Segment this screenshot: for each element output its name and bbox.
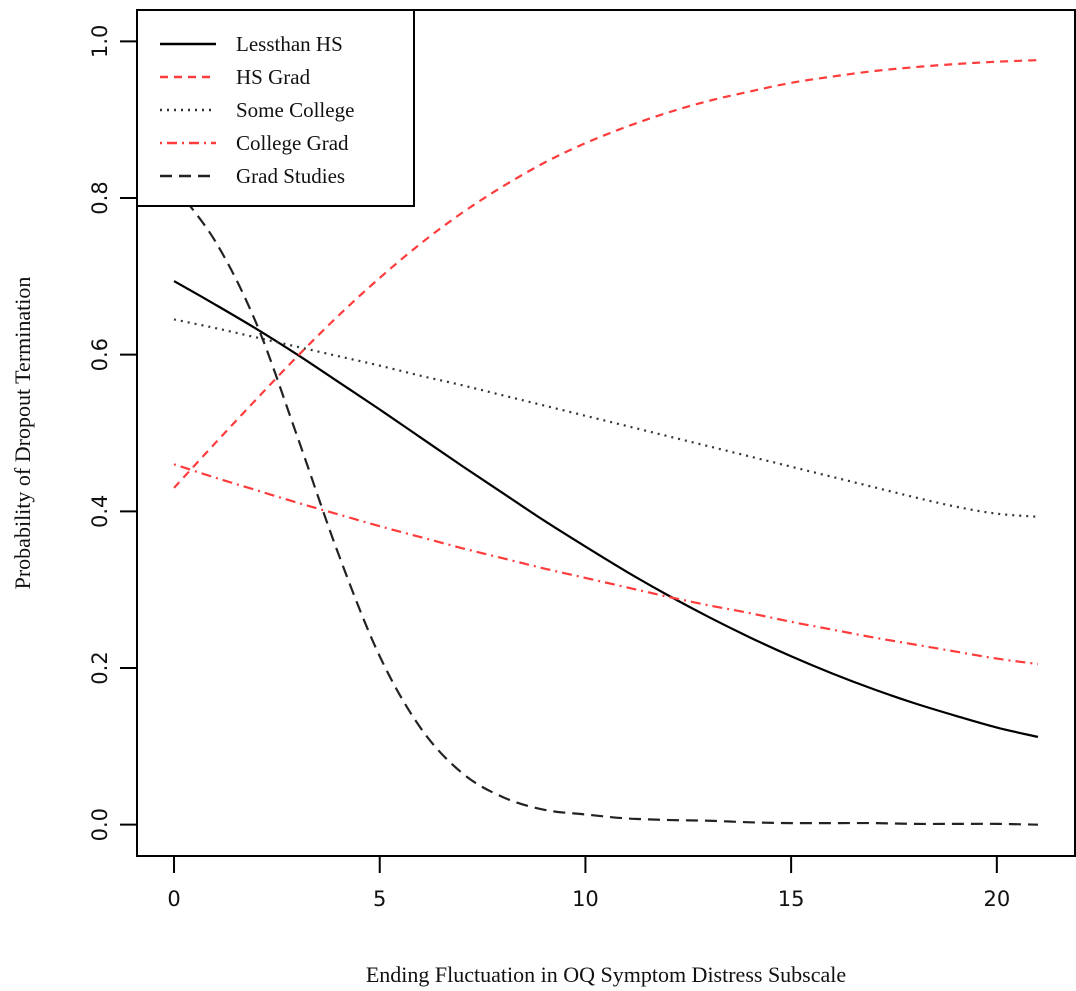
y-tick-label: 0.4 (88, 495, 112, 528)
y-tick-label: 1.0 (88, 25, 112, 58)
x-tick-label: 0 (167, 887, 180, 911)
series-line-lessthan-hs (173, 280, 1039, 739)
legend-label: Grad Studies (236, 164, 345, 188)
x-tick-label: 10 (572, 887, 599, 911)
x-axis-title: Ending Fluctuation in OQ Symptom Distres… (366, 962, 846, 987)
y-tick-label: 0.6 (88, 338, 112, 371)
series-line-college-grad (173, 463, 1039, 666)
legend-label: Some College (236, 98, 354, 122)
series-line-grad-studies (173, 185, 1038, 826)
x-tick-label: 20 (983, 887, 1010, 911)
series-layer (173, 59, 1039, 826)
y-tick-label: 0.2 (88, 651, 112, 684)
x-tick-label: 5 (373, 887, 386, 911)
legend-label: HS Grad (236, 65, 311, 89)
series-line-hs-grad (173, 59, 1039, 489)
legend-label: Lessthan HS (236, 32, 343, 56)
series-line-some-college (173, 318, 1039, 518)
y-tick-label: 0.8 (88, 181, 112, 214)
y-tick-label: 0.0 (88, 808, 112, 841)
axes-layer: 0 5 10 15 20 0.0 0.2 0.4 0.6 0.8 1.0 (88, 25, 1010, 911)
legend-items: Lessthan HS HS Grad Some College College Gr… (160, 32, 354, 188)
y-axis-title: Probability of Dropout Termination (10, 277, 35, 590)
legend-box (136, 9, 415, 207)
legend: Lessthan HS HS Grad Some College College Gr… (136, 9, 415, 207)
legend-label: College Grad (236, 131, 349, 155)
x-tick-label: 15 (778, 887, 805, 911)
